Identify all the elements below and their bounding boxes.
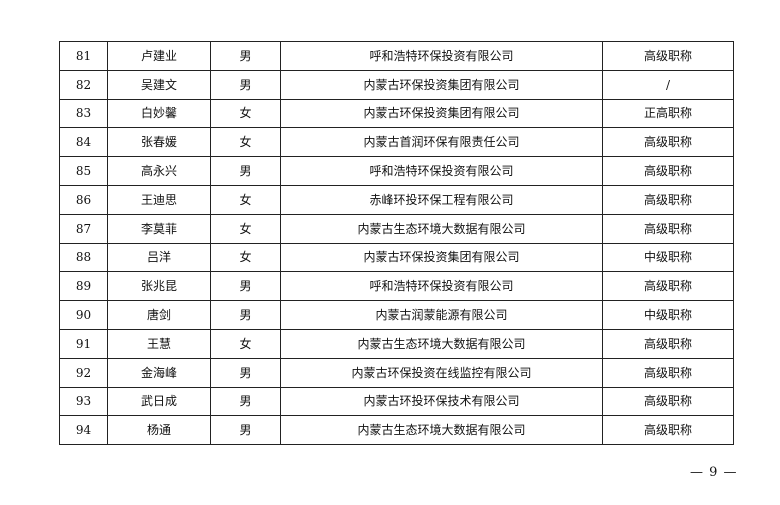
gender-cell: 男	[210, 415, 281, 446]
title-cell: /	[602, 69, 734, 100]
row-number-cell: 85	[59, 156, 108, 186]
title-cell: 高级职称	[602, 127, 734, 158]
title-cell: 中级职称	[602, 300, 734, 330]
gender-cell: 男	[210, 357, 281, 388]
name-cell: 吴建文	[107, 69, 211, 100]
name-cell: 金海峰	[107, 357, 211, 388]
gender-cell: 男	[210, 156, 281, 186]
row-number-cell: 91	[59, 328, 108, 359]
page-number: — 9 —	[690, 465, 738, 480]
name-cell: 王迪思	[107, 184, 211, 215]
company-cell: 内蒙古首润环保有限责任公司	[280, 127, 603, 158]
gender-cell: 男	[210, 41, 281, 71]
gender-cell: 女	[210, 184, 281, 215]
table-row: 93 武日成男内蒙古环投环保技术有限公司 高级职称	[59, 386, 734, 417]
gender-cell: 女	[210, 127, 281, 158]
table-row: 81 卢建业男呼和浩特环保投资有限公司 高级职称	[59, 41, 734, 71]
title-cell: 中级职称	[602, 242, 734, 273]
company-cell: 呼和浩特环保投资有限公司	[280, 156, 603, 186]
row-number-cell: 94	[59, 415, 108, 446]
gender-cell: 男	[210, 271, 281, 302]
name-cell: 李莫菲	[107, 213, 211, 244]
name-cell: 白妙馨	[107, 98, 211, 129]
company-cell: 内蒙古环投环保技术有限公司	[280, 386, 603, 417]
table-row: 84 张春媛女内蒙古首润环保有限责任公司 高级职称	[59, 127, 734, 158]
gender-cell: 女	[210, 98, 281, 129]
table-row: 83 白妙馨女内蒙古环保投资集团有限公司 正高职称	[59, 98, 734, 129]
row-number-cell: 92	[59, 357, 108, 388]
table-row: 91 王慧女内蒙古生态环境大数据有限公司 高级职称	[59, 328, 734, 359]
company-cell: 内蒙古生态环境大数据有限公司	[280, 213, 603, 244]
title-cell: 高级职称	[602, 156, 734, 186]
name-cell: 杨通	[107, 415, 211, 446]
name-cell: 张春媛	[107, 127, 211, 158]
name-cell: 张兆昆	[107, 271, 211, 302]
gender-cell: 女	[210, 328, 281, 359]
company-cell: 内蒙古环保投资集团有限公司	[280, 98, 603, 129]
gender-cell: 女	[210, 213, 281, 244]
table-row: 88 吕洋女内蒙古环保投资集团有限公司 中级职称	[59, 242, 734, 273]
name-cell: 唐剑	[107, 300, 211, 330]
company-cell: 内蒙古环保投资集团有限公司	[280, 242, 603, 273]
title-cell: 高级职称	[602, 271, 734, 302]
title-cell: 高级职称	[602, 328, 734, 359]
company-cell: 内蒙古环保投资在线监控有限公司	[280, 357, 603, 388]
company-cell: 内蒙古润蒙能源有限公司	[280, 300, 603, 330]
row-number-cell: 82	[59, 69, 108, 100]
gender-cell: 男	[210, 69, 281, 100]
title-cell: 正高职称	[602, 98, 734, 129]
name-cell: 卢建业	[107, 41, 211, 71]
gender-cell: 男	[210, 386, 281, 417]
row-number-cell: 88	[59, 242, 108, 273]
company-cell: 赤峰环投环保工程有限公司	[280, 184, 603, 215]
name-cell: 武日成	[107, 386, 211, 417]
company-cell: 呼和浩特环保投资有限公司	[280, 41, 603, 71]
row-number-cell: 87	[59, 213, 108, 244]
title-cell: 高级职称	[602, 386, 734, 417]
row-number-cell: 93	[59, 386, 108, 417]
company-cell: 内蒙古生态环境大数据有限公司	[280, 415, 603, 446]
row-number-cell: 86	[59, 184, 108, 215]
company-cell: 内蒙古环保投资集团有限公司	[280, 69, 603, 100]
row-number-cell: 84	[59, 127, 108, 158]
gender-cell: 男	[210, 300, 281, 330]
gender-cell: 女	[210, 242, 281, 273]
title-cell: 高级职称	[602, 41, 734, 71]
table-row: 82 吴建文男内蒙古环保投资集团有限公司 /	[59, 69, 734, 100]
row-number-cell: 90	[59, 300, 108, 330]
table-row: 94 杨通男内蒙古生态环境大数据有限公司 高级职称	[59, 415, 734, 446]
title-cell: 高级职称	[602, 415, 734, 446]
title-cell: 高级职称	[602, 213, 734, 244]
table-row: 89 张兆昆男呼和浩特环保投资有限公司 高级职称	[59, 271, 734, 302]
company-cell: 呼和浩特环保投资有限公司	[280, 271, 603, 302]
company-cell: 内蒙古生态环境大数据有限公司	[280, 328, 603, 359]
personnel-table: 81 卢建业男呼和浩特环保投资有限公司 高级职称 82 吴建文男内蒙古环保投资集团有限公…	[59, 41, 734, 446]
title-cell: 高级职称	[602, 357, 734, 388]
table-row: 85 高永兴男呼和浩特环保投资有限公司 高级职称	[59, 156, 734, 186]
name-cell: 吕洋	[107, 242, 211, 273]
table-row: 87 李莫菲女内蒙古生态环境大数据有限公司 高级职称	[59, 213, 734, 244]
table-row: 90 唐剑男内蒙古润蒙能源有限公司 中级职称	[59, 300, 734, 330]
name-cell: 王慧	[107, 328, 211, 359]
row-number-cell: 89	[59, 271, 108, 302]
table-row: 86 王迪思女赤峰环投环保工程有限公司 高级职称	[59, 184, 734, 215]
row-number-cell: 83	[59, 98, 108, 129]
title-cell: 高级职称	[602, 184, 734, 215]
row-number-cell: 81	[59, 41, 108, 71]
name-cell: 高永兴	[107, 156, 211, 186]
table-row: 92 金海峰男内蒙古环保投资在线监控有限公司 高级职称	[59, 357, 734, 388]
